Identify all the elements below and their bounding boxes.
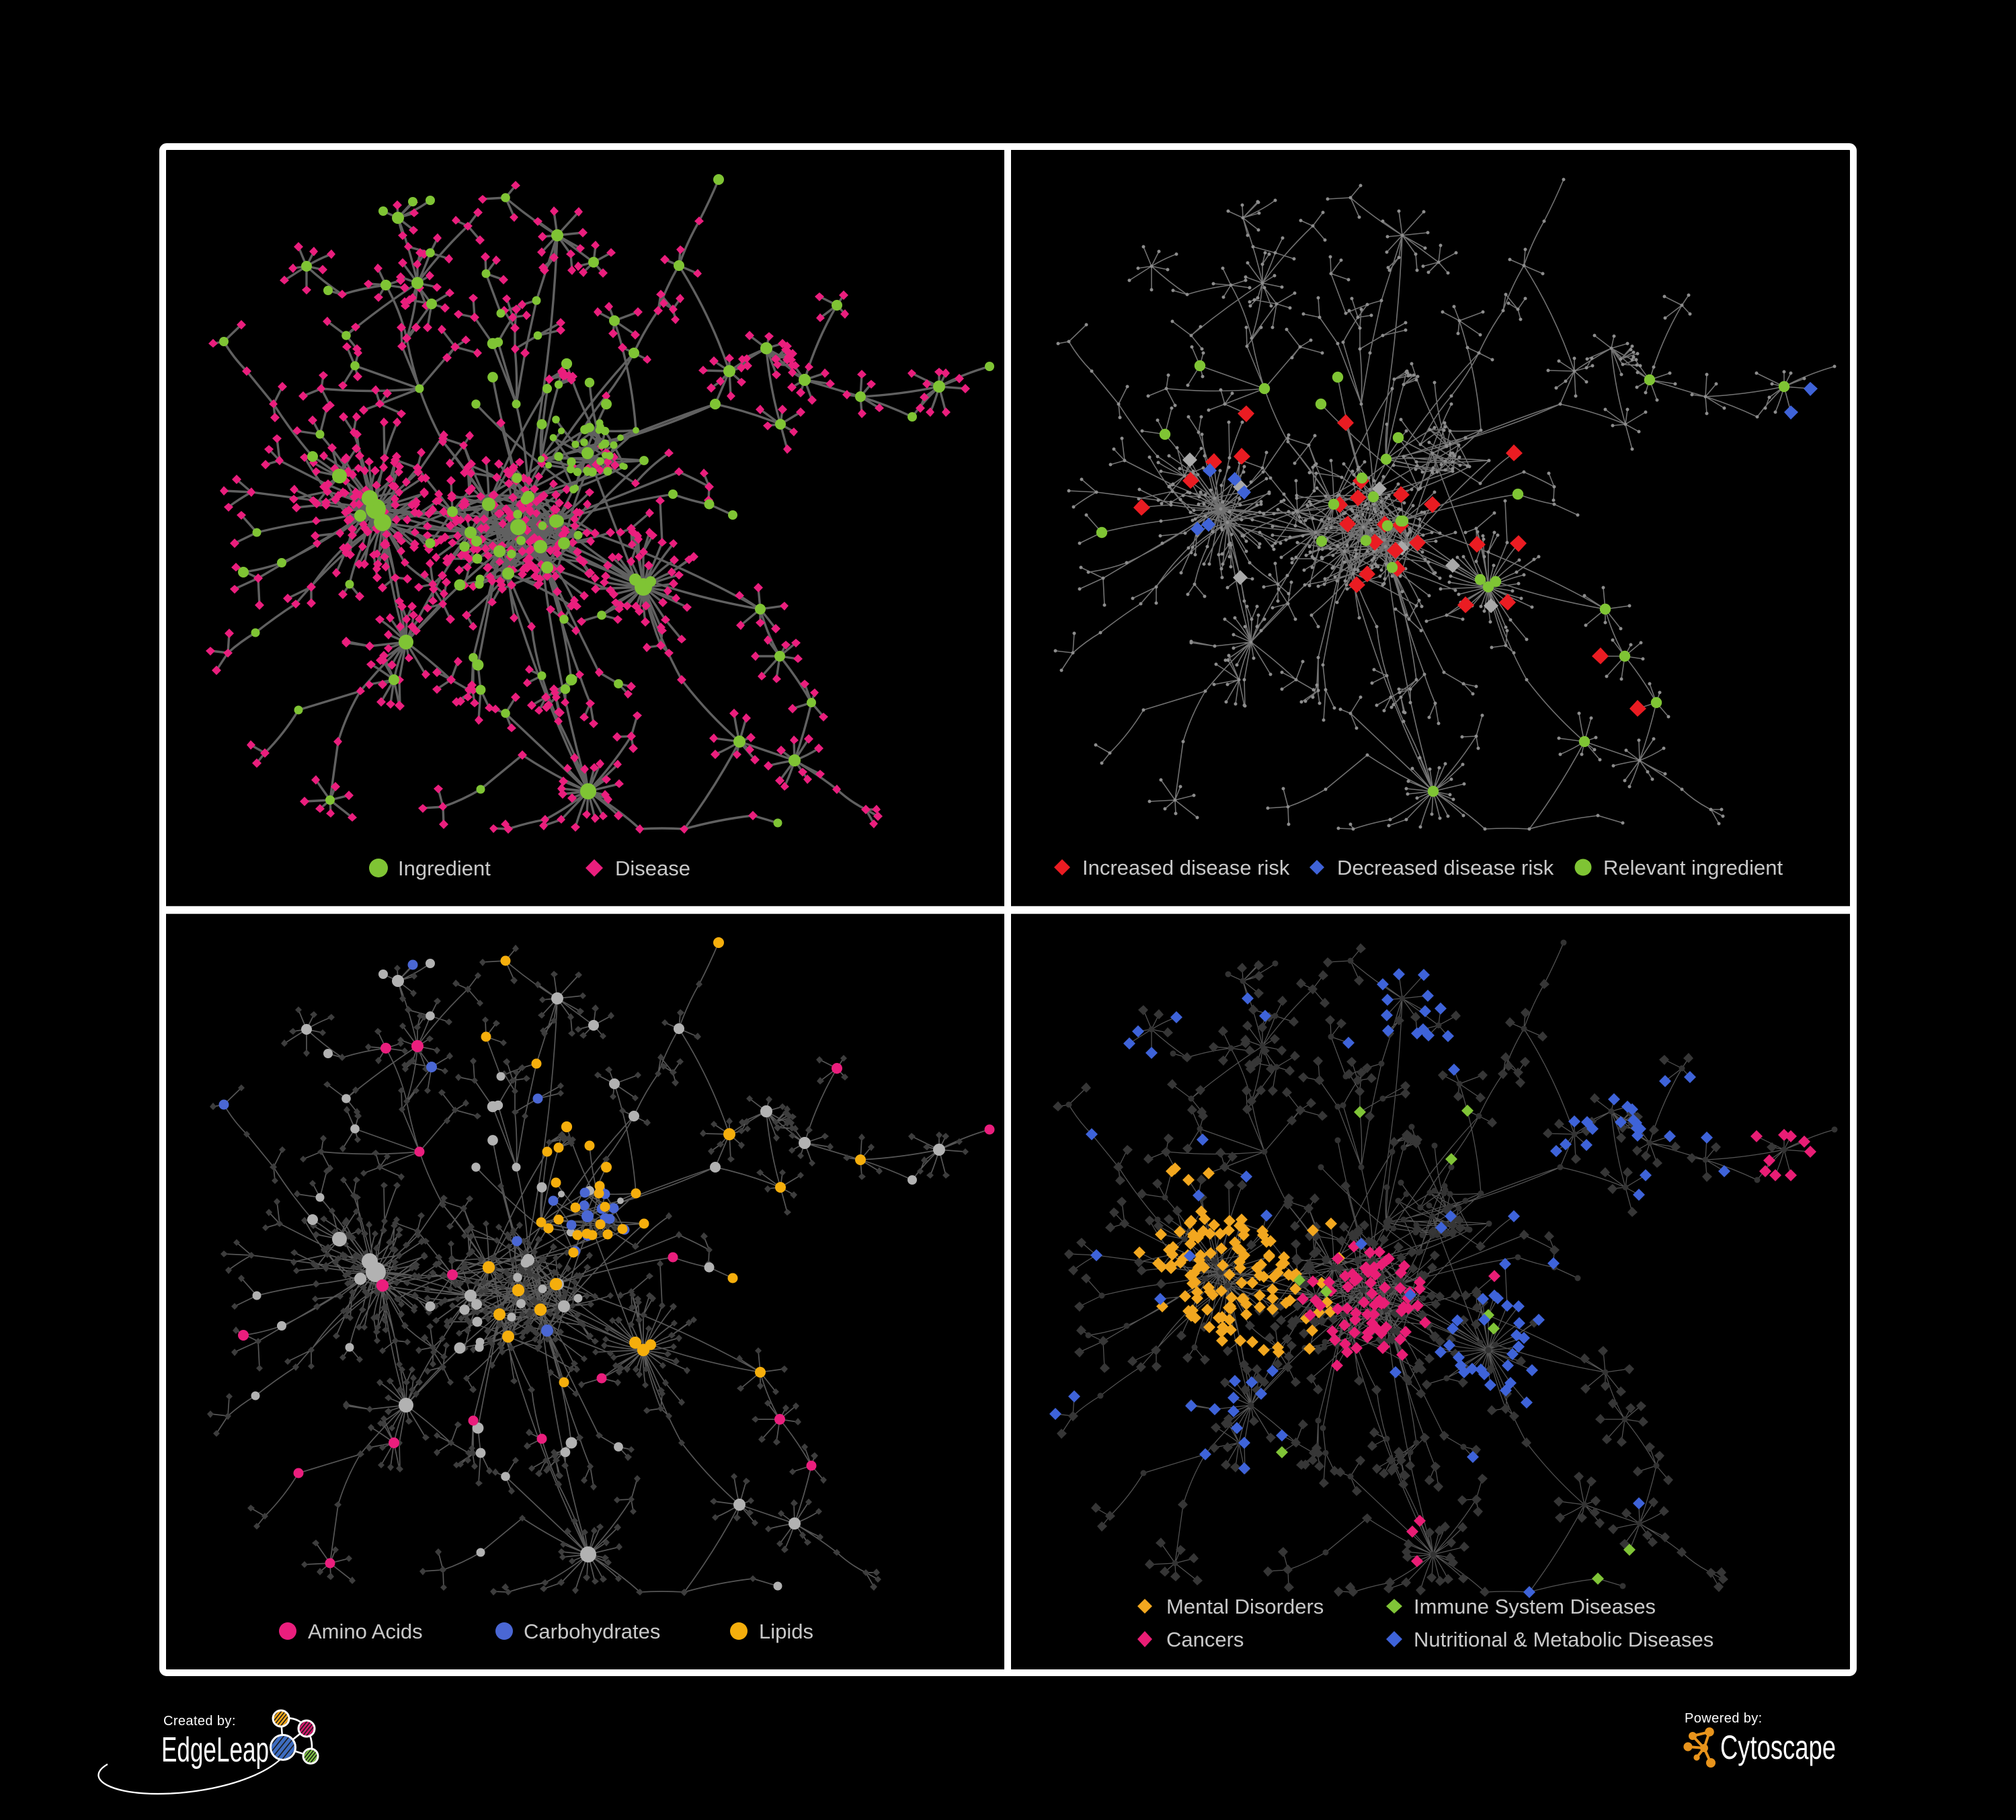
svg-text:Increased disease risk: Increased disease risk <box>1082 856 1290 879</box>
svg-text:Ingredient: Ingredient <box>398 857 491 880</box>
svg-text:Carbohydrates: Carbohydrates <box>524 1620 660 1643</box>
svg-text:Mental Disorders: Mental Disorders <box>1166 1595 1324 1618</box>
svg-text:Disease: Disease <box>615 857 690 880</box>
svg-text:Powered by:: Powered by: <box>1685 1711 1763 1726</box>
svg-text:Decreased disease risk: Decreased disease risk <box>1337 856 1554 879</box>
svg-text:EdgeLeap: EdgeLeap <box>161 1731 269 1770</box>
svg-text:Created by:: Created by: <box>163 1714 236 1729</box>
svg-text:Nutritional & Metabolic Diseas: Nutritional & Metabolic Diseases <box>1414 1628 1713 1651</box>
svg-text:Immune System Diseases: Immune System Diseases <box>1414 1595 1656 1618</box>
svg-text:Lipids: Lipids <box>759 1620 813 1643</box>
svg-text:Cancers: Cancers <box>1166 1628 1244 1651</box>
svg-text:Relevant ingredient: Relevant ingredient <box>1603 856 1783 879</box>
svg-text:Cytoscape: Cytoscape <box>1720 1729 1836 1766</box>
svg-text:Amino Acids: Amino Acids <box>308 1620 423 1643</box>
